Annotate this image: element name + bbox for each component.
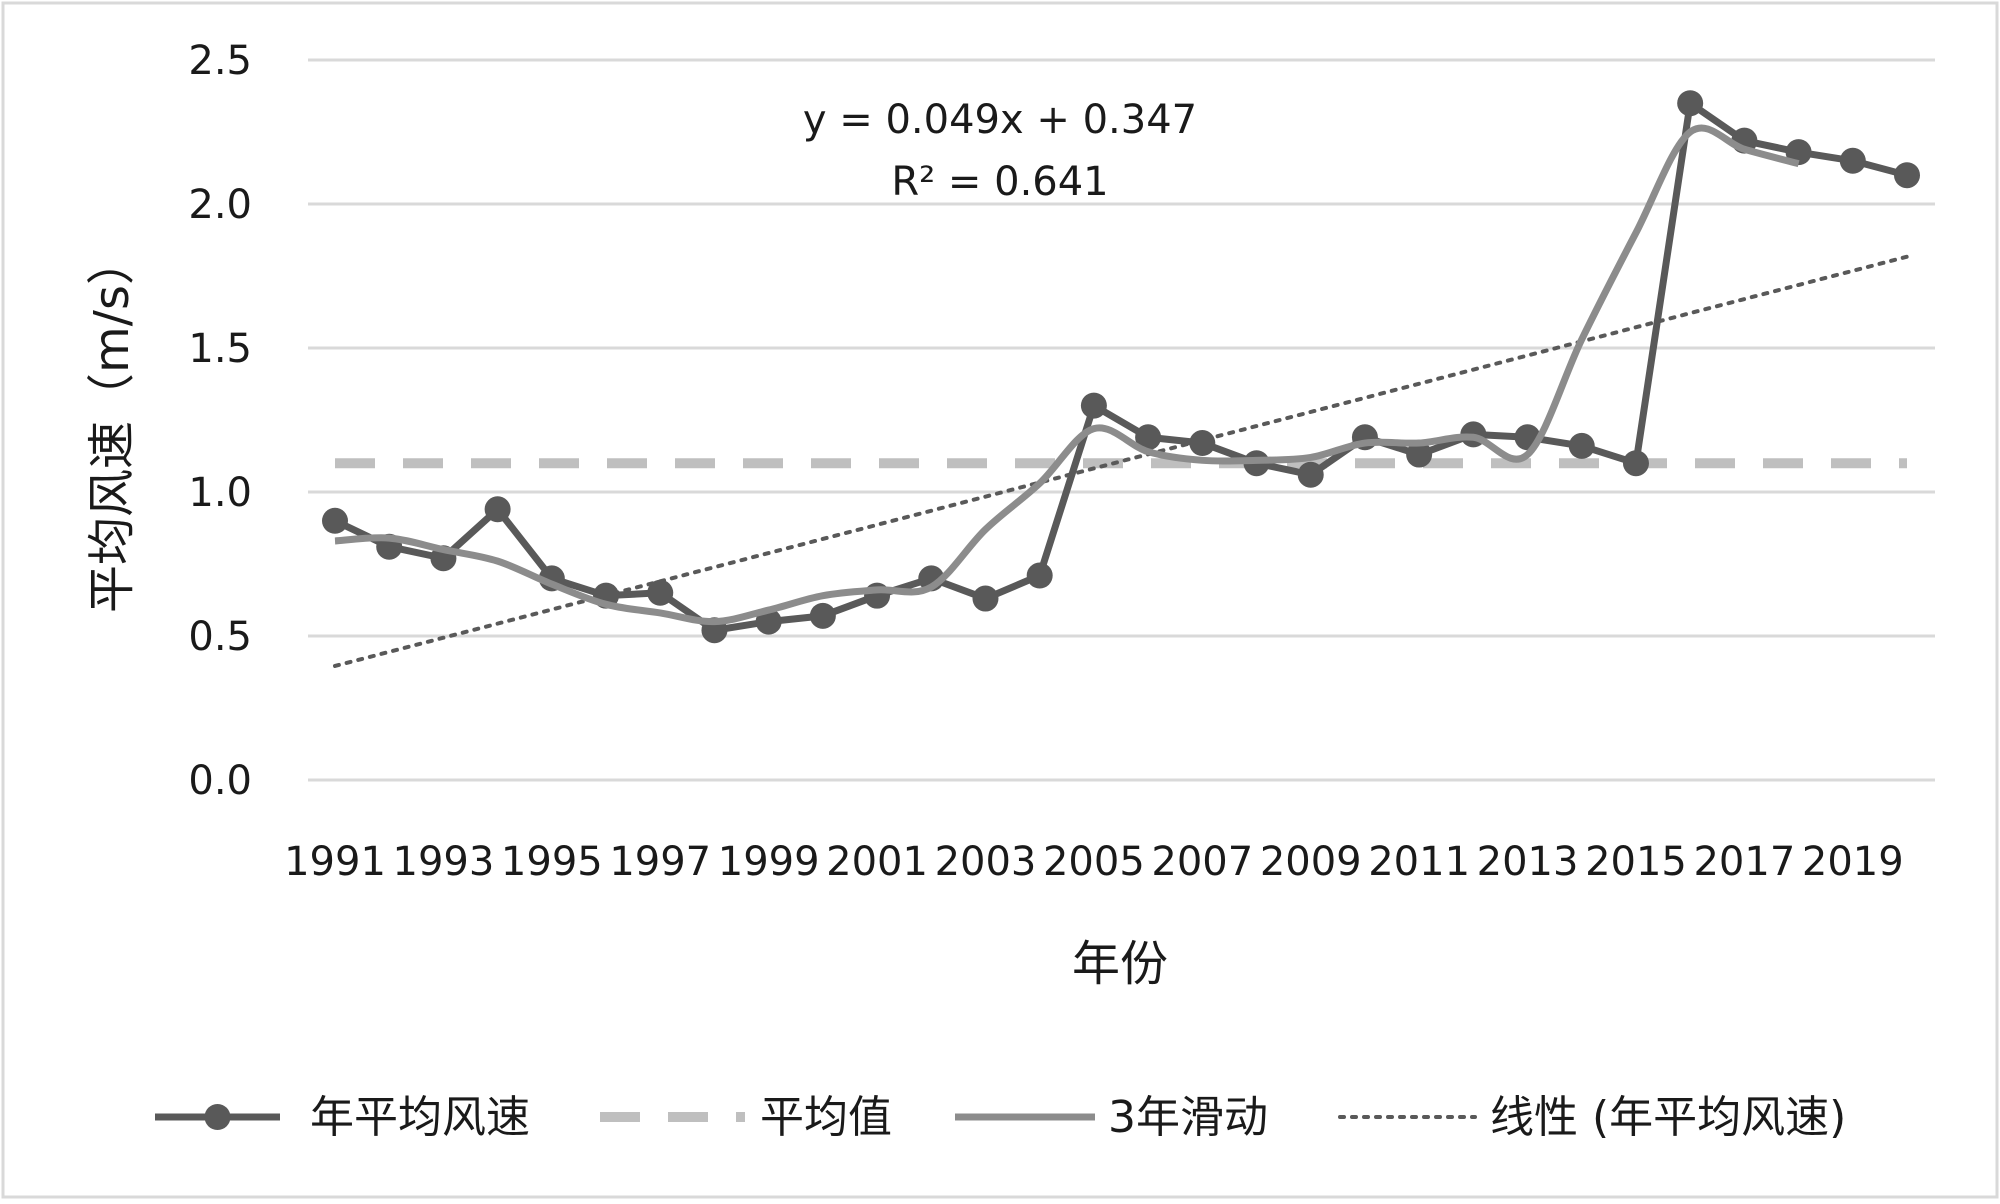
x-axis-title: 年份: [1072, 936, 1168, 992]
x-tick-label: 1995: [501, 839, 603, 885]
data-point: [322, 507, 348, 534]
x-tick-label: 2009: [1260, 839, 1362, 885]
data-point: [1677, 90, 1704, 117]
data-point: [809, 602, 836, 629]
legend-label: 年平均风速: [310, 1092, 530, 1143]
x-tick-label: 1993: [393, 839, 495, 885]
x-tick-label: 2001: [826, 839, 928, 885]
x-tick-label: 2019: [1802, 839, 1904, 885]
x-tick-label: 2007: [1151, 839, 1253, 885]
data-point: [1189, 430, 1216, 457]
x-tick-label: 2013: [1477, 839, 1579, 885]
y-tick-label: 1.0: [188, 470, 252, 516]
data-point: [1406, 441, 1433, 468]
trendline-r-squared: R² = 0.641: [891, 159, 1108, 205]
data-point: [1839, 147, 1866, 174]
legend-marker: [204, 1104, 231, 1130]
x-tick-label: 1999: [718, 839, 820, 885]
data-point: [1080, 392, 1107, 419]
series-layer: [322, 90, 1920, 668]
y-axis-title: 平均风速（m/s）: [84, 237, 140, 613]
legend-label: 平均值: [760, 1092, 892, 1143]
legend-item: 年平均风速: [155, 1092, 530, 1143]
y-tick-label: 0.0: [188, 758, 252, 804]
data-point: [1026, 562, 1053, 589]
y-axis-ticks: 0.0 0.5 1.0 1.5 2.0 2.5: [188, 38, 252, 804]
x-tick-label: 2015: [1585, 839, 1687, 885]
legend: 年平均风速 平均值 3年滑动 线性 (年平均风速): [155, 1092, 1846, 1143]
data-point: [972, 585, 999, 612]
data-point: [1622, 450, 1649, 477]
data-point: [647, 579, 674, 606]
data-point: [1894, 162, 1920, 189]
x-tick-label: 2017: [1693, 839, 1795, 885]
series-2: [334, 124, 1800, 626]
moving-average-line: [334, 124, 1800, 626]
legend-item: 平均值: [600, 1092, 892, 1143]
x-tick-label: 1991: [284, 839, 386, 885]
x-axis-ticks: 1991 1993 1995 1997 1999 2001 2003 2005 2007 2009…: [284, 839, 1904, 885]
y-tick-label: 0.5: [188, 614, 252, 660]
data-point: [1297, 461, 1324, 488]
y-tick-label: 1.5: [188, 326, 252, 372]
x-tick-label: 2003: [935, 839, 1037, 885]
legend-item: 线性 (年平均风速): [1338, 1092, 1846, 1143]
data-point: [1568, 432, 1595, 459]
data-point: [484, 496, 511, 523]
legend-label: 线性 (年平均风速): [1490, 1092, 1846, 1143]
trendline-equation: y = 0.049x + 0.347: [803, 97, 1197, 143]
legend-label: 3年滑动: [1108, 1092, 1268, 1143]
x-tick-label: 2011: [1368, 839, 1470, 885]
y-tick-label: 2.0: [188, 182, 252, 228]
legend-item: 3年滑动: [955, 1092, 1268, 1143]
x-tick-label: 2005: [1043, 839, 1145, 885]
y-tick-label: 2.5: [188, 38, 252, 84]
data-point: [1135, 424, 1162, 451]
gridlines: [308, 58, 1935, 782]
x-tick-label: 1997: [609, 839, 711, 885]
